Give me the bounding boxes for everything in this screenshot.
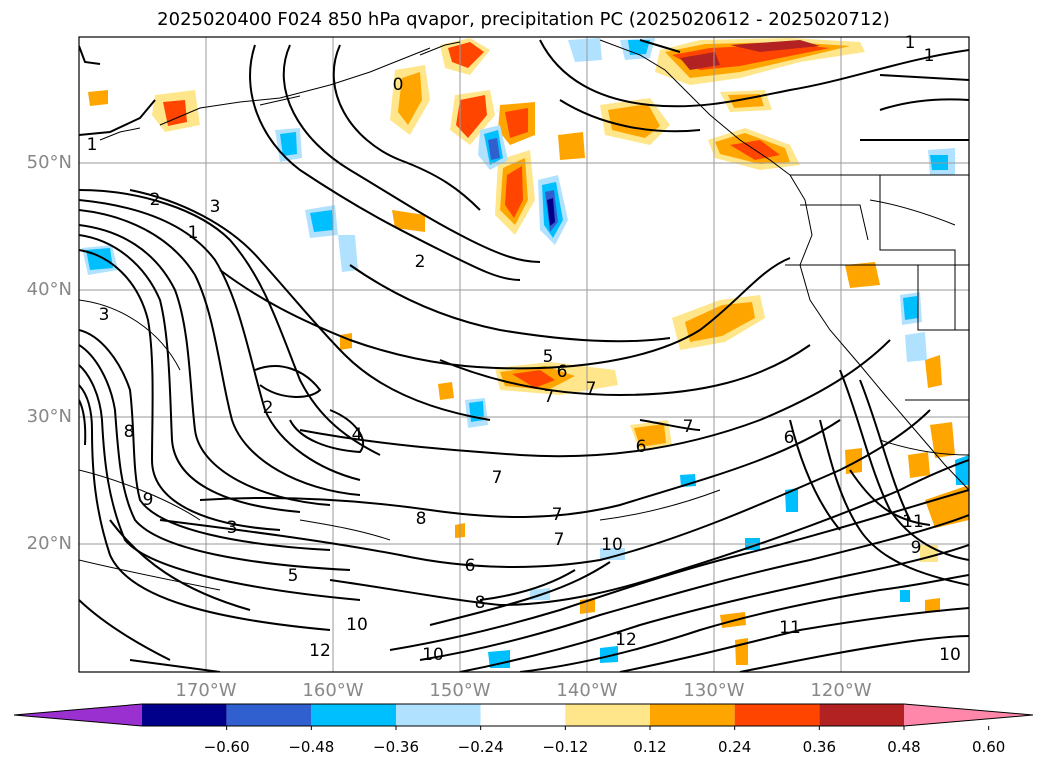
contour-label: 1 xyxy=(188,223,199,243)
contour-label: 1 xyxy=(905,33,916,53)
colorbar-extend-high xyxy=(904,704,1033,726)
contour-label: 11 xyxy=(779,618,801,638)
gridlines xyxy=(79,37,969,672)
contour-label: 6 xyxy=(784,428,795,448)
lat-label-40n: 40°N xyxy=(26,279,72,300)
contour-label: 3 xyxy=(227,518,238,538)
colorbar-tick-label: −0.36 xyxy=(373,738,419,756)
lon-label-170w: 170°W xyxy=(175,680,237,701)
qvapor-thin-contours xyxy=(79,199,969,591)
colorbar-extend-low xyxy=(14,704,142,726)
contour-label: 10 xyxy=(939,645,961,665)
colorbar-tick-label: −0.48 xyxy=(288,738,335,756)
contour-label: 5 xyxy=(288,566,299,586)
colorbar-bin xyxy=(819,704,904,726)
lat-label-50n: 50°N xyxy=(26,152,72,173)
colorbar-bin xyxy=(396,704,481,726)
contour-label: 2 xyxy=(150,190,161,210)
contour-label: 3 xyxy=(99,305,110,325)
lat-label-30n: 30°N xyxy=(26,406,72,427)
coastlines xyxy=(99,39,969,491)
map-title: 2025020400 F024 850 hPa qvapor, precipit… xyxy=(157,9,890,30)
colorbar-outline xyxy=(13,703,1034,727)
lat-label-20n: 20°N xyxy=(26,533,72,554)
qvapor-contours xyxy=(79,39,969,672)
contour-label: 7 xyxy=(492,468,503,488)
contour-label: 8 xyxy=(124,422,135,442)
lon-label-160w: 160°W xyxy=(302,680,364,701)
lon-label-130w: 130°W xyxy=(683,680,745,701)
colorbar-tick-label: −0.60 xyxy=(203,738,250,756)
contour-label: 1 xyxy=(924,46,935,66)
contour-label: 2 xyxy=(263,398,274,418)
contour-label: 10 xyxy=(601,535,623,555)
colorbar-tick-label: 0.24 xyxy=(717,738,752,756)
precip-positive-shading xyxy=(88,38,969,665)
colorbar-tick-label: −0.12 xyxy=(542,738,589,756)
colorbar-tick-label: −0.24 xyxy=(457,738,504,756)
lon-label-120w: 120°W xyxy=(810,680,872,701)
contour-label: 5 xyxy=(543,347,554,367)
contour-label: 7 xyxy=(683,417,694,437)
contour-label: 7 xyxy=(554,530,565,550)
lon-label-140w: 140°W xyxy=(556,680,618,701)
colorbar-bin xyxy=(226,704,312,726)
contour-label: 12 xyxy=(309,641,331,661)
contour-label: 0 xyxy=(393,75,404,95)
contour-label: 9 xyxy=(143,490,154,510)
contour-label: 8 xyxy=(416,509,427,529)
contour-label: 7 xyxy=(586,379,597,399)
colorbar-bin xyxy=(650,704,735,726)
contour-label: 11 xyxy=(902,512,924,532)
colorbar-bin xyxy=(734,704,820,726)
plot-area xyxy=(79,37,969,672)
colorbar-bin xyxy=(565,704,650,726)
map-frame xyxy=(78,36,970,673)
colorbar-bin xyxy=(480,704,566,726)
contour-label: 7 xyxy=(544,387,555,407)
lon-label-150w: 150°W xyxy=(429,680,491,701)
colorbar-tick-label: 0.48 xyxy=(887,738,921,756)
contour-label: 8 xyxy=(475,593,486,613)
colorbar-tick-label: 0.36 xyxy=(802,738,837,756)
contour-label: 3 xyxy=(210,197,221,217)
contour-label: 2 xyxy=(415,252,426,272)
colorbar-bin xyxy=(311,704,396,726)
colorbar xyxy=(13,703,1034,730)
contour-label: 9 xyxy=(911,538,922,558)
colorbar-bin xyxy=(142,704,227,726)
colorbar-tick-label: 0.60 xyxy=(971,738,1006,756)
contour-label: 10 xyxy=(422,645,444,665)
contour-label: 12 xyxy=(615,630,637,650)
contour-label: 1 xyxy=(87,135,98,155)
contour-label: 6 xyxy=(465,556,476,576)
colorbar-tick-label: 0.12 xyxy=(633,738,667,756)
contour-label: 10 xyxy=(346,615,368,635)
contour-label: 6 xyxy=(557,362,568,382)
contour-label: 7 xyxy=(552,505,563,525)
contour-label: 4 xyxy=(352,425,363,445)
contour-label: 6 xyxy=(636,437,647,457)
